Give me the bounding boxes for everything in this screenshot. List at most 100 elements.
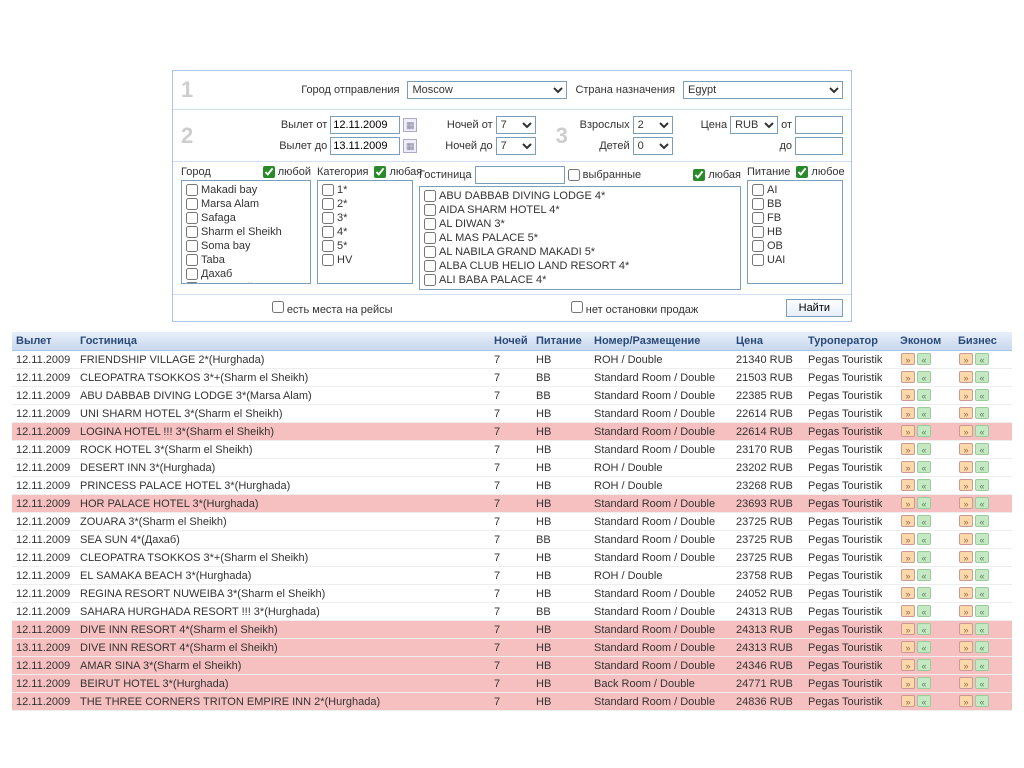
filter-item[interactable]: ALI BABA PALACE 4* bbox=[422, 273, 738, 287]
filter-item-checkbox[interactable] bbox=[752, 198, 764, 210]
filter-item[interactable]: AI bbox=[750, 183, 840, 197]
filter-item-checkbox[interactable] bbox=[186, 226, 198, 238]
forward-icon[interactable]: » bbox=[959, 407, 973, 419]
filter-item-checkbox[interactable] bbox=[186, 282, 198, 284]
filter-item[interactable]: AL NABILA GRAND MAKADI 5* bbox=[422, 245, 738, 259]
filter-item-checkbox[interactable] bbox=[322, 226, 334, 238]
filter-item[interactable]: ABU DABBAB DIVING LODGE 4* bbox=[422, 189, 738, 203]
back-icon[interactable]: « bbox=[917, 389, 931, 401]
back-icon[interactable]: « bbox=[975, 497, 989, 509]
back-icon[interactable]: « bbox=[917, 623, 931, 635]
back-icon[interactable]: « bbox=[917, 425, 931, 437]
back-icon[interactable]: « bbox=[917, 659, 931, 671]
filter-item-checkbox[interactable] bbox=[424, 274, 436, 286]
col-econom[interactable]: Эконом bbox=[896, 332, 954, 351]
filter-item-checkbox[interactable] bbox=[186, 240, 198, 252]
filter-item-checkbox[interactable] bbox=[424, 190, 436, 202]
table-row[interactable]: 12.11.2009HOR PALACE HOTEL 3*(Hurghada)7… bbox=[12, 495, 1012, 513]
table-row[interactable]: 13.11.2009DIVE INN RESORT 4*(Sharm el Sh… bbox=[12, 639, 1012, 657]
table-row[interactable]: 12.11.2009DESERT INN 3*(Hurghada)7HBROH … bbox=[12, 459, 1012, 477]
filter-item[interactable]: OB bbox=[750, 239, 840, 253]
forward-icon[interactable]: » bbox=[959, 623, 973, 635]
filter-item[interactable]: 2* bbox=[320, 197, 410, 211]
table-row[interactable]: 12.11.2009LOGINA HOTEL !!! 3*(Sharm el S… bbox=[12, 423, 1012, 441]
back-icon[interactable]: « bbox=[975, 515, 989, 527]
col-room[interactable]: Номер/Размещение bbox=[590, 332, 732, 351]
back-icon[interactable]: « bbox=[975, 389, 989, 401]
filter-item-checkbox[interactable] bbox=[752, 184, 764, 196]
forward-icon[interactable]: » bbox=[901, 695, 915, 707]
forward-icon[interactable]: » bbox=[959, 497, 973, 509]
filter-item-checkbox[interactable] bbox=[322, 254, 334, 266]
forward-icon[interactable]: » bbox=[901, 677, 915, 689]
filter-item[interactable]: 1* bbox=[320, 183, 410, 197]
filter-item-checkbox[interactable] bbox=[424, 204, 436, 216]
currency-select[interactable]: RUB bbox=[730, 116, 778, 134]
table-row[interactable]: 12.11.2009SAHARA HURGHADA RESORT !!! 3*(… bbox=[12, 603, 1012, 621]
back-icon[interactable]: « bbox=[917, 605, 931, 617]
forward-icon[interactable]: » bbox=[959, 605, 973, 617]
filter-item[interactable]: AL MAS PALACE 5* bbox=[422, 231, 738, 245]
filter-item-checkbox[interactable] bbox=[322, 184, 334, 196]
back-icon[interactable]: « bbox=[975, 443, 989, 455]
calendar-icon[interactable]: ▦ bbox=[403, 139, 417, 153]
back-icon[interactable]: « bbox=[975, 659, 989, 671]
filter-item-checkbox[interactable] bbox=[322, 212, 334, 224]
forward-icon[interactable]: » bbox=[959, 551, 973, 563]
back-icon[interactable]: « bbox=[917, 569, 931, 581]
back-icon[interactable]: « bbox=[975, 551, 989, 563]
table-row[interactable]: 12.11.2009SEA SUN 4*(Дахаб)7BBStandard R… bbox=[12, 531, 1012, 549]
table-row[interactable]: 12.11.2009THE THREE CORNERS TRITON EMPIR… bbox=[12, 693, 1012, 711]
hotel-filter-list[interactable]: ABU DABBAB DIVING LODGE 4* AIDA SHARM HO… bbox=[419, 186, 741, 290]
filter-item-checkbox[interactable] bbox=[424, 232, 436, 244]
children-select[interactable]: 0 bbox=[633, 137, 673, 155]
filter-item-checkbox[interactable] bbox=[752, 254, 764, 266]
forward-icon[interactable]: » bbox=[959, 677, 973, 689]
city-any-checkbox[interactable] bbox=[263, 166, 275, 178]
col-meal[interactable]: Питание bbox=[532, 332, 590, 351]
city-filter-list[interactable]: Makadi bay Marsa Alam Safaga Sharm el Sh… bbox=[181, 180, 311, 284]
filter-item[interactable]: 5* bbox=[320, 239, 410, 253]
meal-filter-list[interactable]: AI BB FB HB OB UAI bbox=[747, 180, 843, 284]
hotel-search-input[interactable] bbox=[475, 166, 565, 184]
date-from-input[interactable] bbox=[330, 116, 400, 134]
table-row[interactable]: 12.11.2009PRINCESS PALACE HOTEL 3*(Hurgh… bbox=[12, 477, 1012, 495]
filter-item[interactable]: Safaga bbox=[184, 211, 308, 225]
hotel-any-checkbox[interactable] bbox=[693, 169, 705, 181]
filter-item[interactable]: Дахаб bbox=[184, 267, 308, 281]
filter-item-checkbox[interactable] bbox=[186, 254, 198, 266]
filter-item[interactable]: 4* bbox=[320, 225, 410, 239]
table-row[interactable]: 12.11.2009EL SAMAKA BEACH 3*(Hurghada)7H… bbox=[12, 567, 1012, 585]
filter-item[interactable]: AL DIWAN 3* bbox=[422, 217, 738, 231]
filter-item-checkbox[interactable] bbox=[322, 198, 334, 210]
forward-icon[interactable]: » bbox=[959, 371, 973, 383]
col-business[interactable]: Бизнес bbox=[954, 332, 1012, 351]
back-icon[interactable]: « bbox=[917, 533, 931, 545]
back-icon[interactable]: « bbox=[917, 641, 931, 653]
departure-city-select[interactable]: Moscow bbox=[407, 81, 567, 99]
selected-checkbox[interactable] bbox=[568, 169, 580, 181]
back-icon[interactable]: « bbox=[917, 353, 931, 365]
forward-icon[interactable]: » bbox=[959, 659, 973, 671]
category-filter-list[interactable]: 1* 2* 3* 4* 5* HV bbox=[317, 180, 413, 284]
forward-icon[interactable]: » bbox=[901, 371, 915, 383]
filter-item-checkbox[interactable] bbox=[186, 268, 198, 280]
back-icon[interactable]: « bbox=[917, 479, 931, 491]
filter-item[interactable]: HB bbox=[750, 225, 840, 239]
adults-select[interactable]: 2 bbox=[633, 116, 673, 134]
table-row[interactable]: 12.11.2009ZOUARA 3*(Sharm el Sheikh)7HBS… bbox=[12, 513, 1012, 531]
forward-icon[interactable]: » bbox=[959, 695, 973, 707]
table-row[interactable]: 12.11.2009CLEOPATRA TSOKKOS 3*+(Sharm el… bbox=[12, 369, 1012, 387]
back-icon[interactable]: « bbox=[917, 677, 931, 689]
forward-icon[interactable]: » bbox=[901, 623, 915, 635]
back-icon[interactable]: « bbox=[975, 623, 989, 635]
forward-icon[interactable]: » bbox=[901, 551, 915, 563]
back-icon[interactable]: « bbox=[917, 407, 931, 419]
back-icon[interactable]: « bbox=[917, 515, 931, 527]
table-row[interactable]: 12.11.2009DIVE INN RESORT 4*(Sharm el Sh… bbox=[12, 621, 1012, 639]
find-button[interactable]: Найти bbox=[786, 299, 843, 317]
filter-item[interactable]: Sharm el Sheikh bbox=[184, 225, 308, 239]
forward-icon[interactable]: » bbox=[901, 533, 915, 545]
forward-icon[interactable]: » bbox=[959, 569, 973, 581]
forward-icon[interactable]: » bbox=[959, 479, 973, 491]
